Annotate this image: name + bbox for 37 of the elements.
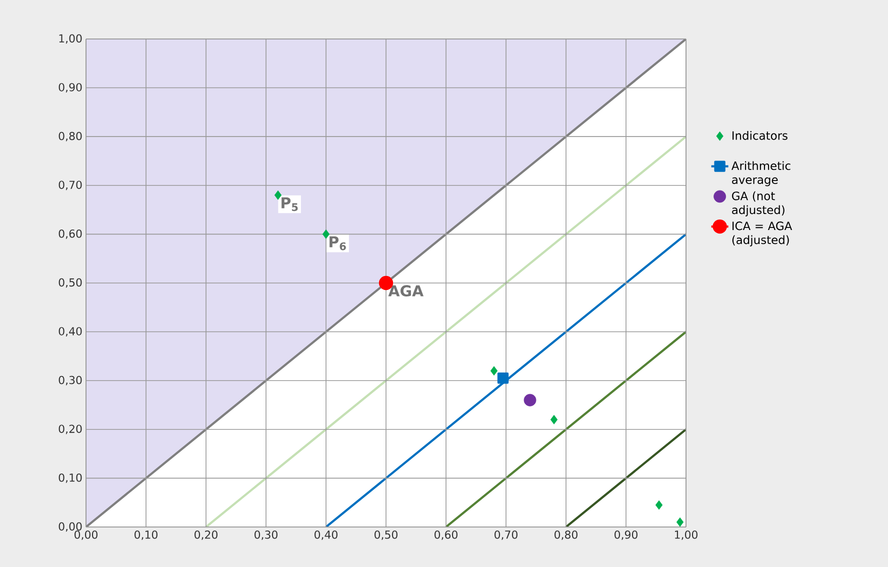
- y-tick-label: 0,10: [58, 473, 82, 483]
- y-tick-label: 0,90: [58, 83, 82, 92]
- y-tick-label: 0,40: [58, 327, 82, 336]
- x-tick-label: 0,00: [74, 530, 98, 540]
- y-tick-label: 0,60: [58, 229, 82, 239]
- y-tick-label: 0,30: [58, 376, 82, 386]
- point: [274, 190, 282, 200]
- x-tick-label: 0,30: [254, 530, 278, 540]
- point: [497, 372, 509, 384]
- x-tick-label: 0,60: [434, 530, 458, 540]
- y-tick-label: 1,00: [59, 34, 82, 44]
- point: [655, 500, 663, 510]
- y-tick-label: 0,80: [58, 132, 82, 142]
- point: [322, 229, 330, 239]
- point: [676, 517, 684, 527]
- point: [524, 394, 536, 406]
- annotation: P$_{5}$: [282, 197, 298, 212]
- x-tick-label: 0,10: [134, 530, 158, 540]
- x-tick-label: 0,50: [374, 530, 398, 540]
- x-tick-label: 0,80: [554, 530, 578, 540]
- x-tick-label: 0,20: [194, 530, 218, 540]
- x-tick-label: 0,40: [314, 530, 338, 540]
- legend-label: GA (not adjusted): [732, 191, 784, 216]
- annotation: AGA: [388, 285, 424, 296]
- legend-label: Arithmetic average: [731, 161, 790, 186]
- x-tick-label: 0,90: [614, 530, 638, 540]
- legend-label: Indicators: [732, 131, 788, 140]
- legend-label: ICA = AGA (adjusted): [732, 222, 792, 246]
- y-tick-label: 0,50: [58, 278, 82, 288]
- y-tick-label: 0,00: [58, 522, 82, 532]
- x-tick-label: 1,00: [675, 530, 698, 540]
- x-tick-label: 0,70: [494, 530, 518, 540]
- point: [490, 366, 498, 376]
- y-tick-label: 0,20: [58, 424, 82, 434]
- annotation: P$_{6}$: [330, 236, 346, 250]
- y-tick-label: 0,70: [58, 180, 82, 190]
- point: [550, 414, 558, 424]
